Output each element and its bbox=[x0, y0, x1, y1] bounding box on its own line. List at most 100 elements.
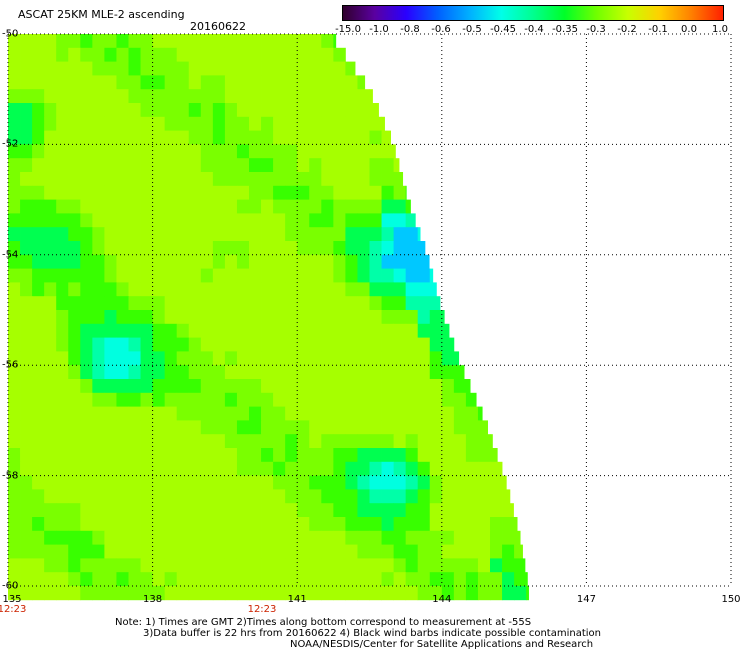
swath-cell bbox=[104, 586, 117, 601]
swath-cell bbox=[333, 489, 346, 504]
swath-cell bbox=[104, 448, 117, 463]
swath-cell bbox=[152, 282, 166, 297]
swath-cell bbox=[116, 475, 129, 490]
swath-cell bbox=[465, 406, 479, 421]
swath-cell bbox=[20, 572, 33, 587]
swath-cell bbox=[8, 282, 21, 297]
swath-cell bbox=[405, 530, 419, 545]
swath-cell bbox=[261, 241, 274, 256]
swath-cell bbox=[236, 282, 250, 297]
swath-cell bbox=[8, 586, 21, 601]
swath-cell bbox=[321, 158, 334, 173]
swath-cell bbox=[321, 503, 334, 518]
swath-cell bbox=[56, 213, 69, 228]
swath-cell bbox=[453, 503, 467, 518]
swath-cell bbox=[188, 448, 202, 463]
swath-cell bbox=[297, 296, 310, 311]
swath-cell bbox=[261, 586, 274, 601]
swath-cell bbox=[212, 365, 226, 380]
swath-cell bbox=[333, 530, 346, 545]
swath-cell bbox=[357, 103, 370, 118]
swath-cell bbox=[32, 241, 45, 256]
swath-cell bbox=[441, 461, 455, 476]
swath-cell bbox=[176, 475, 190, 490]
swath-cell bbox=[212, 503, 226, 518]
swath-cell bbox=[477, 461, 491, 476]
swath-cell bbox=[333, 392, 346, 407]
swath-cell bbox=[273, 323, 286, 338]
swath-cell bbox=[188, 392, 202, 407]
swath-cell bbox=[92, 282, 105, 297]
swath-cell bbox=[357, 213, 370, 228]
swath-cell bbox=[104, 89, 117, 104]
swath-cell bbox=[417, 254, 430, 269]
swath-cell bbox=[116, 172, 129, 187]
swath-cell bbox=[212, 586, 226, 601]
swath-cell bbox=[44, 254, 57, 269]
swath-cell bbox=[405, 434, 419, 449]
swath-cell bbox=[297, 61, 310, 76]
swath-cell bbox=[32, 34, 45, 49]
swath-cell bbox=[164, 130, 178, 145]
swath-cell bbox=[92, 323, 105, 338]
swath-cell bbox=[490, 434, 493, 449]
swath-cell bbox=[273, 282, 286, 297]
swath-cell bbox=[80, 158, 93, 173]
swath-cell bbox=[405, 268, 419, 283]
swath-cell bbox=[333, 158, 346, 173]
swath-cell bbox=[249, 379, 262, 394]
swath-cell bbox=[212, 116, 226, 131]
swath-cell bbox=[68, 420, 81, 435]
swath-cell bbox=[261, 365, 274, 380]
swath-cell bbox=[405, 392, 419, 407]
swath-cell bbox=[104, 158, 117, 173]
swath-cell bbox=[140, 461, 153, 476]
swath-cell bbox=[128, 434, 141, 449]
swath-cell bbox=[393, 489, 407, 504]
swath-cell bbox=[249, 227, 262, 242]
swath-cell bbox=[453, 420, 467, 435]
swath-cell bbox=[297, 392, 310, 407]
swath-cell bbox=[381, 130, 391, 145]
swath-cell bbox=[188, 47, 202, 62]
swath-cell bbox=[309, 420, 322, 435]
swath-cell bbox=[321, 254, 334, 269]
swath-cell bbox=[128, 116, 141, 131]
swath-cell bbox=[261, 406, 274, 421]
swath-cell bbox=[164, 310, 178, 325]
swath-cell bbox=[369, 254, 382, 269]
swath-cell bbox=[56, 337, 69, 352]
swath-cell bbox=[152, 296, 166, 311]
swath-cell bbox=[453, 461, 467, 476]
swath-cell bbox=[224, 61, 238, 76]
swath-cell bbox=[20, 420, 33, 435]
swath-cell bbox=[224, 365, 238, 380]
swath-cell bbox=[20, 379, 33, 394]
swath-cell bbox=[465, 558, 479, 573]
swath-cell bbox=[405, 337, 419, 352]
swath-cell bbox=[273, 199, 286, 214]
swath-cell bbox=[176, 586, 190, 601]
swath-cell bbox=[200, 351, 214, 366]
swath-cell bbox=[164, 47, 178, 62]
swath-cell bbox=[44, 503, 57, 518]
swath-cell bbox=[381, 461, 394, 476]
swath-cell bbox=[236, 323, 250, 338]
swath-cell bbox=[429, 544, 443, 559]
swath-cell bbox=[309, 34, 322, 49]
swath-cell bbox=[20, 158, 33, 173]
swath-cell bbox=[357, 379, 370, 394]
swath-cell bbox=[188, 185, 202, 200]
swath-cell bbox=[200, 517, 214, 532]
swath-cell bbox=[80, 268, 93, 283]
swath-cell bbox=[32, 227, 45, 242]
swath-cell bbox=[309, 268, 322, 283]
swath-cell bbox=[224, 392, 238, 407]
swath-cell bbox=[381, 406, 394, 421]
swath-cell bbox=[44, 530, 57, 545]
swath-cell bbox=[417, 503, 431, 518]
swath-cell bbox=[297, 558, 310, 573]
swath-cell bbox=[116, 586, 129, 601]
swath-cell bbox=[273, 75, 286, 90]
